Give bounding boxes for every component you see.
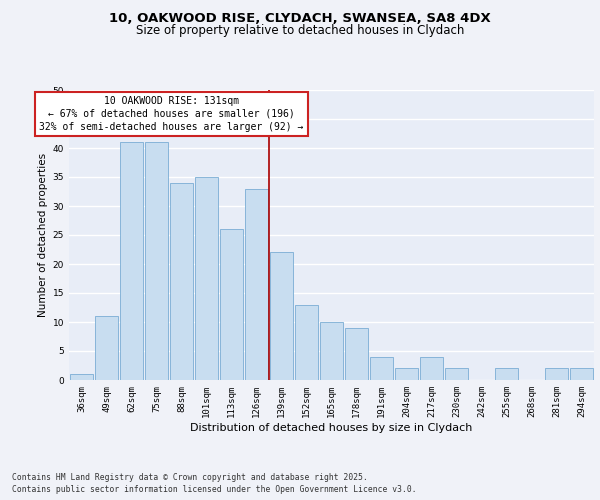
Bar — [245, 188, 268, 380]
X-axis label: Distribution of detached houses by size in Clydach: Distribution of detached houses by size … — [190, 422, 473, 432]
Bar — [220, 229, 243, 380]
Bar — [495, 368, 518, 380]
Bar — [395, 368, 418, 380]
Bar — [445, 368, 468, 380]
Bar — [195, 177, 218, 380]
Bar — [120, 142, 143, 380]
Text: 10 OAKWOOD RISE: 131sqm
← 67% of detached houses are smaller (196)
32% of semi-d: 10 OAKWOOD RISE: 131sqm ← 67% of detache… — [40, 96, 304, 132]
Text: 10, OAKWOOD RISE, CLYDACH, SWANSEA, SA8 4DX: 10, OAKWOOD RISE, CLYDACH, SWANSEA, SA8 … — [109, 12, 491, 26]
Bar — [270, 252, 293, 380]
Bar — [170, 183, 193, 380]
Bar — [95, 316, 118, 380]
Bar — [420, 357, 443, 380]
Bar — [370, 357, 393, 380]
Bar — [145, 142, 168, 380]
Y-axis label: Number of detached properties: Number of detached properties — [38, 153, 49, 317]
Bar — [345, 328, 368, 380]
Text: Size of property relative to detached houses in Clydach: Size of property relative to detached ho… — [136, 24, 464, 37]
Bar — [70, 374, 93, 380]
Text: Contains public sector information licensed under the Open Government Licence v3: Contains public sector information licen… — [12, 485, 416, 494]
Text: Contains HM Land Registry data © Crown copyright and database right 2025.: Contains HM Land Registry data © Crown c… — [12, 472, 368, 482]
Bar — [320, 322, 343, 380]
Bar — [570, 368, 593, 380]
Bar — [545, 368, 568, 380]
Bar — [295, 304, 318, 380]
